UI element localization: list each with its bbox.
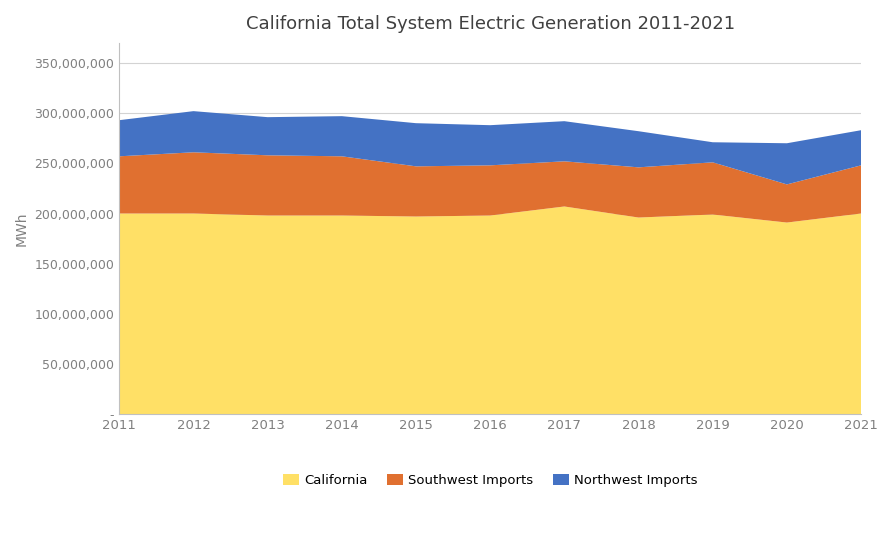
- Legend: California, Southwest Imports, Northwest Imports: California, Southwest Imports, Northwest…: [278, 469, 703, 493]
- Title: California Total System Electric Generation 2011-2021: California Total System Electric Generat…: [246, 15, 735, 33]
- Y-axis label: MWh: MWh: [15, 211, 29, 246]
